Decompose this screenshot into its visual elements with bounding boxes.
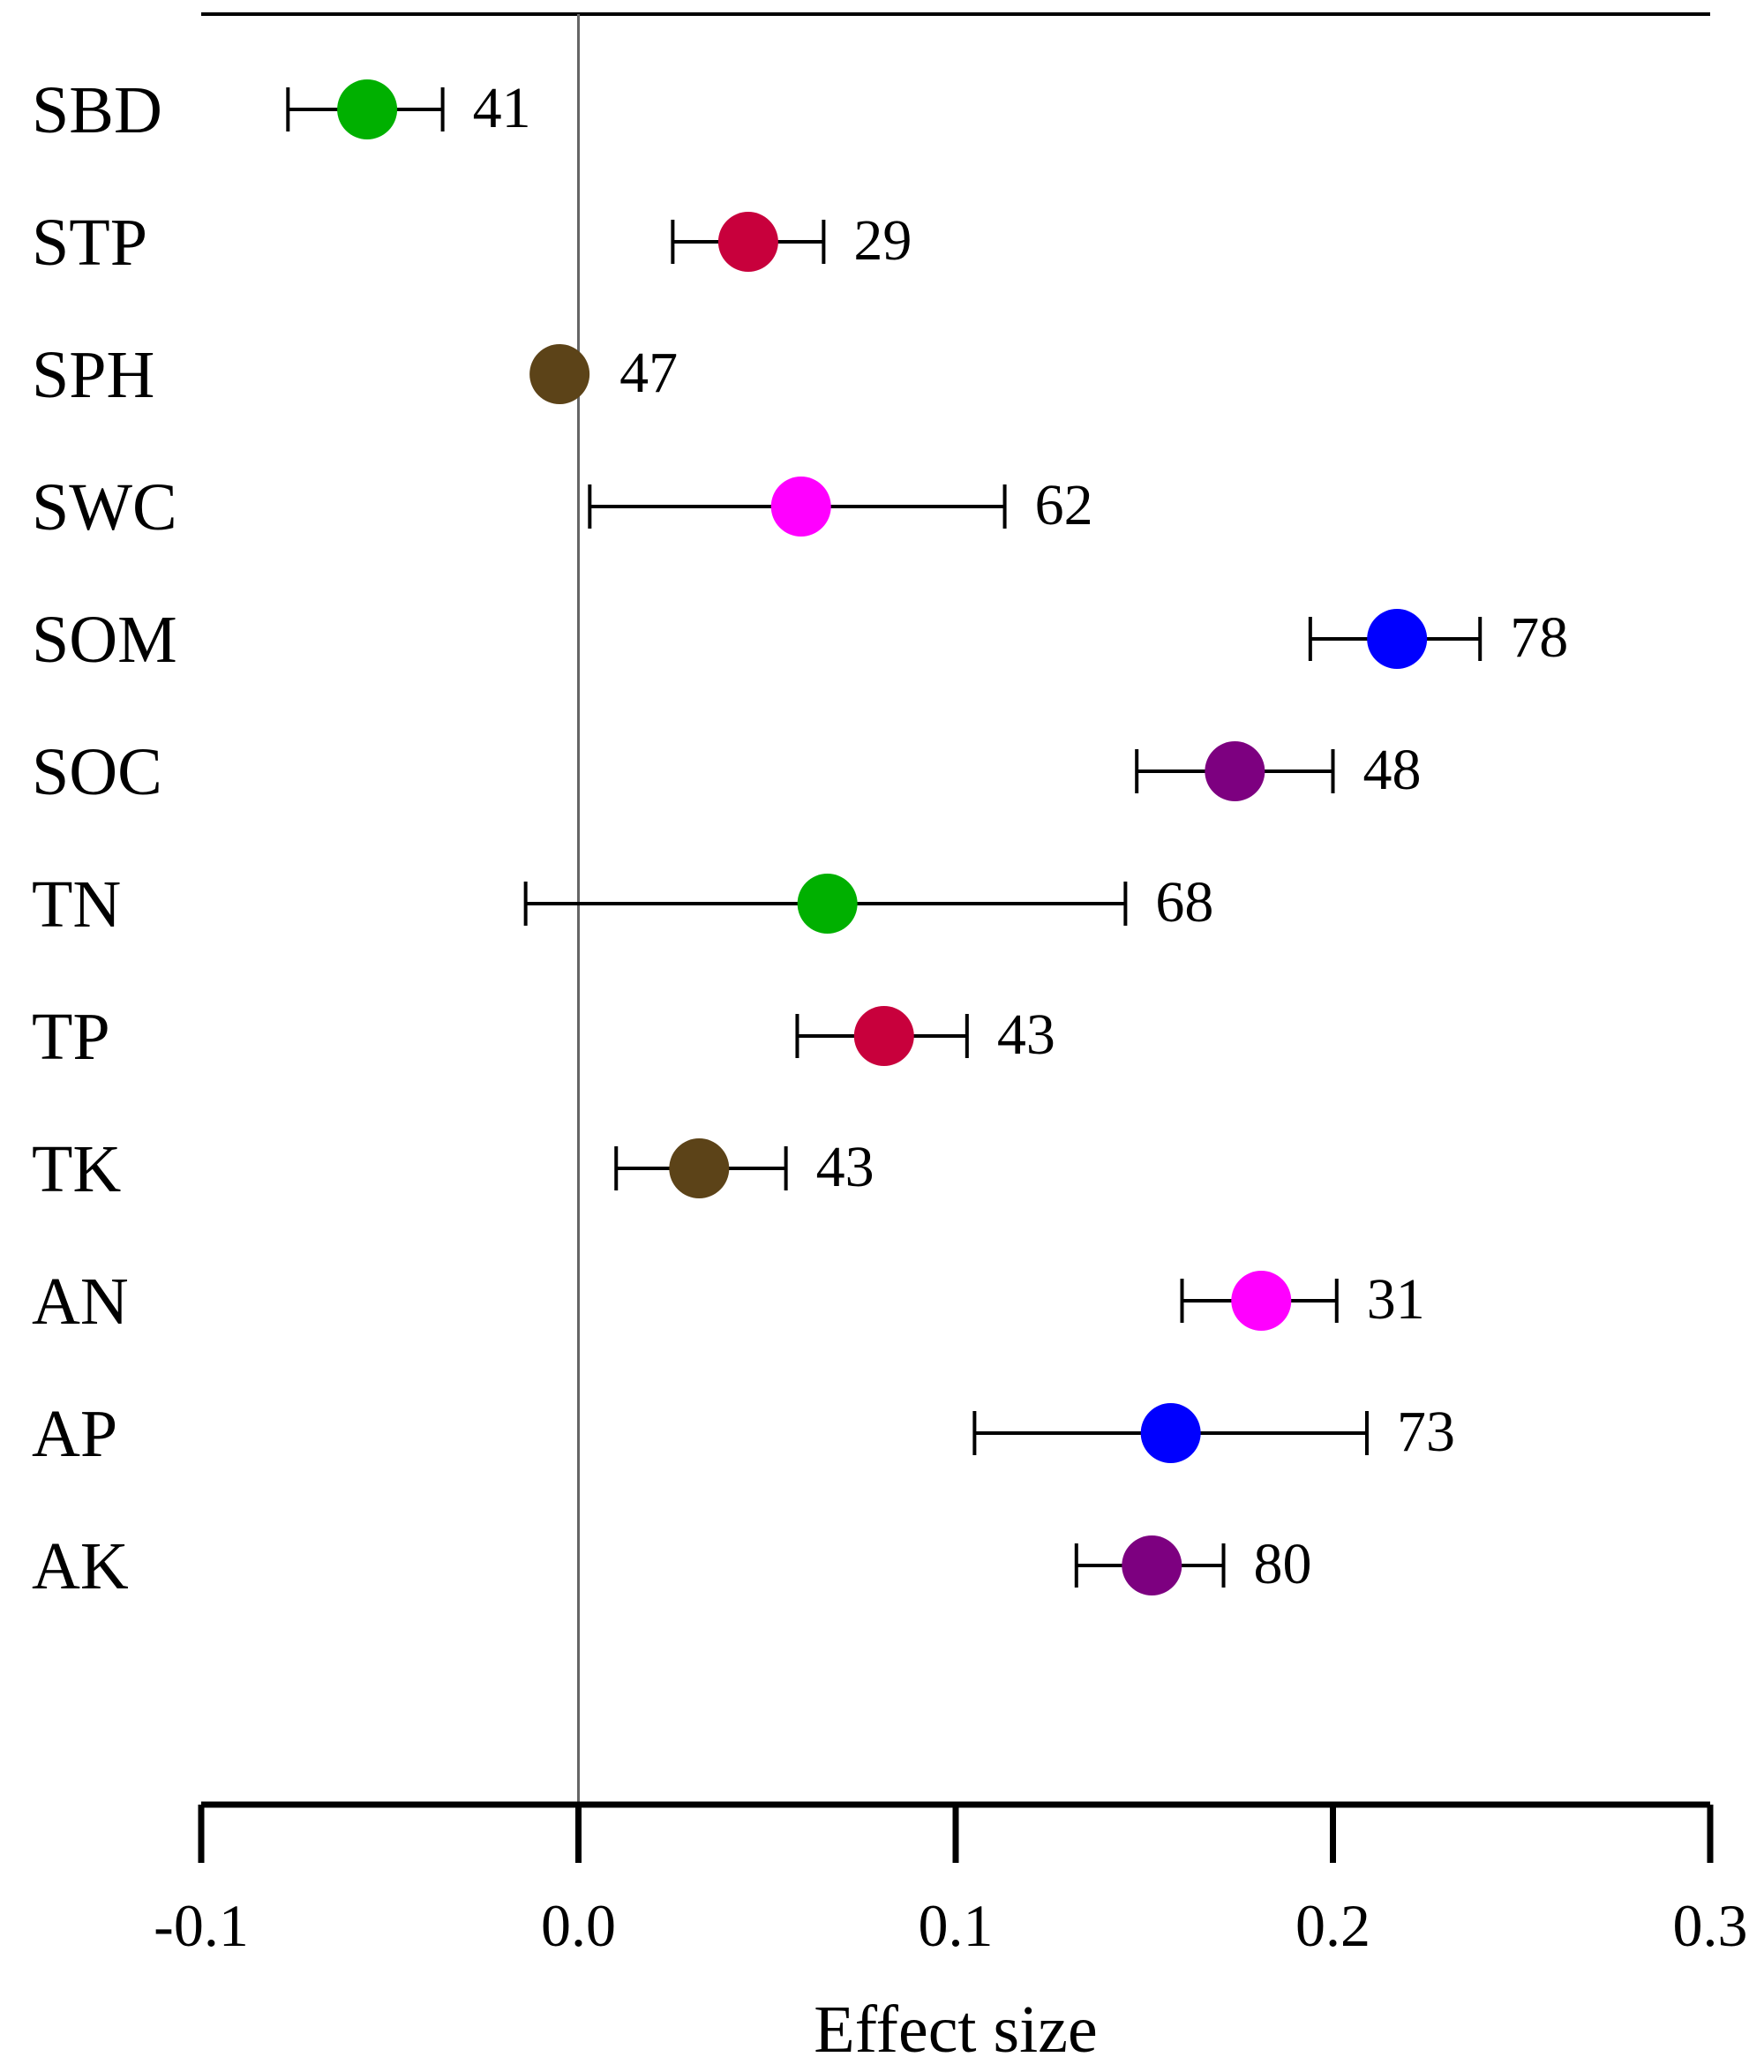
effect-point: [529, 344, 590, 404]
row-ap: AP 73: [32, 1397, 1455, 1471]
x-tick-label: 0.2: [1295, 1892, 1370, 1959]
row-label: SOM: [32, 603, 177, 677]
row-som: SOM 78: [32, 603, 1568, 677]
row-stp: STP 29: [32, 206, 912, 280]
row-ak: AK 80: [32, 1529, 1312, 1603]
row-label: AN: [32, 1265, 129, 1339]
x-axis-ticks: -0.1 0.0 0.1 0.2 0.3: [154, 1805, 1748, 1959]
row-label: TN: [32, 867, 121, 942]
effect-point: [797, 874, 858, 934]
sample-size-label: 62: [1035, 473, 1093, 537]
effect-point: [337, 79, 398, 139]
row-sbd: SBD 41: [32, 73, 531, 147]
row-label: AK: [32, 1529, 129, 1603]
x-tick-label: 0.0: [541, 1892, 616, 1959]
sample-size-label: 43: [997, 1002, 1055, 1067]
row-sph: SPH 47: [32, 338, 678, 412]
row-swc: SWC 62: [32, 470, 1093, 544]
row-soc: SOC 48: [32, 735, 1422, 809]
x-tick-label: 0.3: [1673, 1892, 1748, 1959]
effect-point: [1122, 1535, 1182, 1595]
effect-point: [1205, 741, 1265, 801]
sample-size-label: 68: [1155, 870, 1213, 935]
row-label: TP: [32, 1000, 110, 1074]
sample-size-label: 80: [1254, 1532, 1312, 1596]
effect-point: [717, 212, 778, 272]
sample-size-label: 41: [473, 76, 531, 140]
row-an: AN 31: [32, 1265, 1425, 1339]
row-tk: TK 43: [32, 1132, 874, 1206]
row-tp: TP 43: [32, 1000, 1055, 1074]
x-tick-label: 0.1: [919, 1892, 994, 1959]
sample-size-label: 78: [1510, 605, 1568, 670]
row-tn: TN 68: [32, 867, 1213, 942]
sample-size-label: 29: [853, 208, 912, 273]
sample-size-label: 31: [1367, 1267, 1425, 1332]
row-label: SOC: [32, 735, 162, 809]
row-label: TK: [32, 1132, 121, 1206]
effect-point: [1367, 609, 1428, 669]
row-label: SPH: [32, 338, 154, 412]
sample-size-label: 73: [1397, 1400, 1455, 1464]
row-label: SWC: [32, 470, 177, 544]
sample-size-label: 47: [619, 341, 678, 405]
sample-size-label: 43: [816, 1135, 874, 1199]
row-label: SBD: [32, 73, 162, 147]
effect-point: [1231, 1271, 1292, 1331]
row-label: STP: [32, 206, 147, 280]
sample-size-label: 48: [1363, 738, 1422, 802]
row-label: AP: [32, 1397, 117, 1471]
effect-point: [853, 1006, 914, 1066]
effect-point: [1140, 1403, 1201, 1463]
effect-point: [770, 477, 831, 537]
x-tick-label: -0.1: [154, 1892, 249, 1959]
effect-point: [669, 1138, 730, 1198]
x-axis-title: Effect size: [814, 1993, 1097, 2067]
